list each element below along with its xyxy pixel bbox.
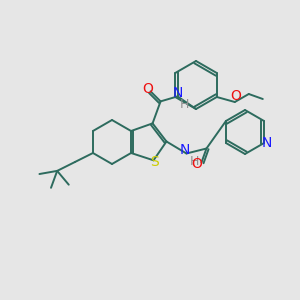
Text: O: O — [191, 158, 202, 172]
Text: O: O — [230, 89, 241, 103]
Text: N: N — [262, 136, 272, 150]
Text: O: O — [142, 82, 153, 96]
Text: N: N — [172, 86, 183, 100]
Text: S: S — [150, 155, 159, 169]
Text: H: H — [190, 155, 199, 168]
Text: N: N — [179, 143, 190, 158]
Text: H: H — [180, 98, 189, 111]
